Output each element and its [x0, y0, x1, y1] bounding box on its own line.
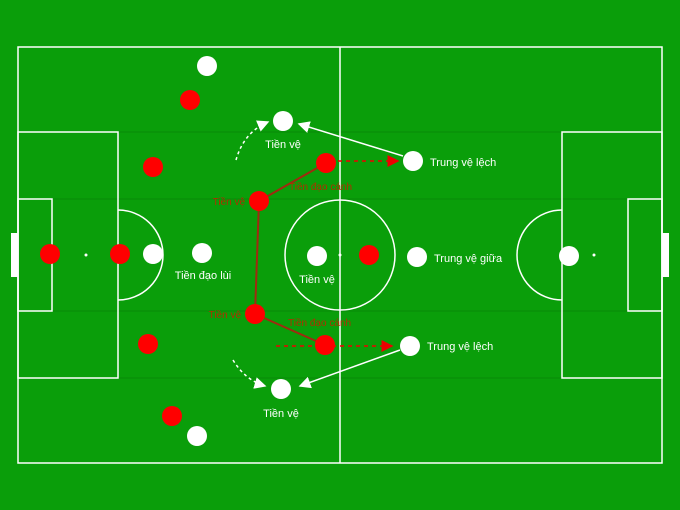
label-forward-deep: Tiền đạo lùi — [175, 270, 231, 282]
red-player — [40, 244, 60, 264]
label-mid-top: Tiền vệ — [265, 139, 301, 151]
white-arrow-top — [297, 121, 404, 157]
label-red-mid-top: Tiền vệ — [213, 196, 246, 208]
white-player — [400, 336, 420, 356]
white-player — [192, 243, 212, 263]
white-player — [197, 56, 217, 76]
white-player — [559, 246, 579, 266]
white-player — [407, 247, 427, 267]
red-player — [110, 244, 130, 264]
red-player — [315, 335, 335, 355]
right-goal — [662, 233, 669, 277]
white-curve-arrow-top — [235, 120, 270, 161]
right-penalty-spot — [592, 253, 596, 257]
label-mid-bottom: Tiền vệ — [263, 408, 299, 420]
white-team — [143, 56, 579, 446]
red-player — [249, 191, 269, 211]
label-cb-center: Trung vệ giữa — [434, 253, 503, 265]
white-player — [271, 379, 291, 399]
white-curve-arrow-bottom — [232, 359, 267, 389]
label-red-winger-bottom: Tiền đạo cánh — [288, 317, 351, 329]
red-midfield-link — [253, 162, 327, 346]
label-red-mid-bottom: Tiền vệ — [209, 309, 242, 321]
center-spot — [338, 253, 342, 257]
red-player — [316, 153, 336, 173]
label-mid-center: Tiền vệ — [299, 274, 335, 286]
red-player — [162, 406, 182, 426]
red-player — [359, 245, 379, 265]
label-cb-wide-bottom: Trung vệ lệch — [427, 341, 493, 353]
white-player — [143, 244, 163, 264]
label-red-winger-top: Tiền đạo cánh — [289, 181, 352, 193]
red-player — [143, 157, 163, 177]
left-goal — [11, 233, 18, 277]
white-player — [187, 426, 207, 446]
red-player — [245, 304, 265, 324]
left-penalty-spot — [84, 253, 88, 257]
white-player — [273, 111, 293, 131]
red-player — [180, 90, 200, 110]
red-player — [138, 334, 158, 354]
white-arrow-bottom — [298, 349, 401, 389]
red-team — [40, 90, 379, 426]
white-player — [307, 246, 327, 266]
label-cb-wide-top: Trung vệ lệch — [430, 157, 496, 169]
white-player — [403, 151, 423, 171]
